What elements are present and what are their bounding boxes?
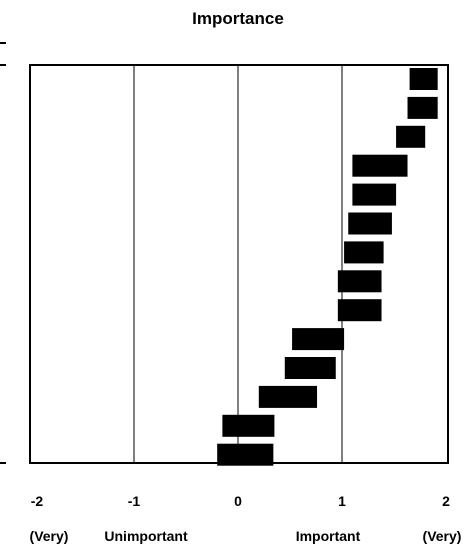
interval-bar — [352, 183, 397, 206]
interval-bar — [337, 299, 382, 322]
grid — [133, 65, 343, 463]
x-tick-label: -2 — [31, 493, 44, 509]
interval-bar — [337, 270, 382, 293]
sublabel-right-very: (Very) — [423, 528, 462, 544]
interval-bar — [348, 212, 392, 235]
interval-bar — [284, 357, 336, 379]
interval-bar — [344, 241, 384, 264]
sublabel-left-very: (Very) — [30, 528, 69, 544]
interval-bar — [217, 443, 274, 466]
interval-bar — [409, 68, 438, 90]
x-tick-label: 2 — [442, 493, 450, 509]
interval-bar — [292, 328, 345, 351]
interval-bar — [352, 154, 408, 177]
interval-bar — [222, 414, 275, 437]
x-tick-label: 1 — [338, 493, 346, 509]
interval-bar — [407, 96, 438, 119]
plot-frame — [29, 64, 449, 464]
x-ticks: -2 -1 0 1 2 — [31, 493, 450, 509]
interval-bar — [258, 385, 318, 408]
sublabel-unimportant: Unimportant — [104, 528, 188, 544]
x-tick-label: -1 — [128, 493, 141, 509]
interval-bar — [396, 125, 426, 148]
bars — [217, 68, 438, 466]
sublabel-important: Important — [296, 528, 361, 544]
chart-title: Importance — [192, 9, 284, 28]
x-tick-label: 0 — [234, 493, 242, 509]
